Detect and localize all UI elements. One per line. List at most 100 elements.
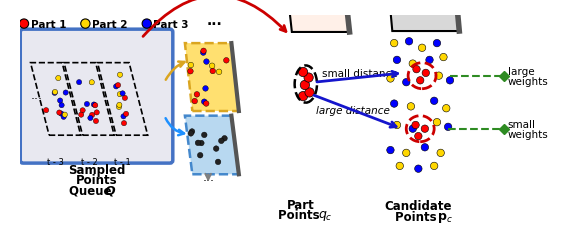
Circle shape xyxy=(81,20,90,29)
Circle shape xyxy=(59,103,64,108)
Text: small: small xyxy=(508,119,536,130)
Circle shape xyxy=(298,92,307,101)
Circle shape xyxy=(390,40,398,48)
Circle shape xyxy=(435,73,443,80)
Text: ···: ··· xyxy=(31,93,43,106)
Circle shape xyxy=(390,100,398,108)
Circle shape xyxy=(209,64,215,69)
Text: Points: Points xyxy=(278,208,324,221)
Circle shape xyxy=(387,147,394,154)
Circle shape xyxy=(201,100,207,105)
Circle shape xyxy=(124,112,129,117)
Text: $\mathbf{p}_c$: $\mathbf{p}_c$ xyxy=(437,210,453,224)
Circle shape xyxy=(93,119,99,124)
Circle shape xyxy=(433,40,441,48)
Circle shape xyxy=(222,136,227,141)
Circle shape xyxy=(219,138,224,144)
Circle shape xyxy=(430,162,438,170)
Circle shape xyxy=(188,131,194,137)
Circle shape xyxy=(415,133,422,140)
Circle shape xyxy=(437,149,444,157)
Circle shape xyxy=(142,20,151,29)
Polygon shape xyxy=(185,44,239,112)
Circle shape xyxy=(197,153,203,158)
Circle shape xyxy=(422,70,430,77)
Text: $q_c$: $q_c$ xyxy=(318,208,332,222)
Circle shape xyxy=(115,83,121,88)
Circle shape xyxy=(421,125,429,133)
Text: large: large xyxy=(508,67,534,77)
Circle shape xyxy=(121,121,126,126)
Circle shape xyxy=(89,80,95,85)
Circle shape xyxy=(57,98,63,104)
Circle shape xyxy=(210,69,216,74)
Polygon shape xyxy=(185,116,239,174)
Circle shape xyxy=(91,103,96,108)
Circle shape xyxy=(88,116,93,121)
Circle shape xyxy=(418,45,426,52)
Circle shape xyxy=(57,110,62,116)
Circle shape xyxy=(192,99,198,104)
Circle shape xyxy=(387,75,394,83)
Circle shape xyxy=(80,108,85,113)
Circle shape xyxy=(421,144,429,151)
Text: weights: weights xyxy=(508,77,549,87)
Circle shape xyxy=(94,110,99,116)
Circle shape xyxy=(430,98,438,105)
Circle shape xyxy=(93,103,98,108)
Text: t - 3: t - 3 xyxy=(47,157,64,166)
Circle shape xyxy=(405,38,413,46)
Text: Points: Points xyxy=(396,210,441,223)
Circle shape xyxy=(89,113,95,118)
Text: t - 1: t - 1 xyxy=(114,157,131,166)
Circle shape xyxy=(204,60,209,65)
Circle shape xyxy=(117,103,122,108)
Text: t - 2: t - 2 xyxy=(81,157,97,166)
Circle shape xyxy=(195,140,201,146)
Circle shape xyxy=(117,105,122,110)
Circle shape xyxy=(120,91,125,97)
Text: small distance: small distance xyxy=(322,69,397,79)
Circle shape xyxy=(114,84,119,90)
Polygon shape xyxy=(378,0,459,32)
Circle shape xyxy=(117,92,122,97)
Circle shape xyxy=(117,73,122,78)
Circle shape xyxy=(440,54,447,61)
Circle shape xyxy=(19,20,28,29)
Circle shape xyxy=(122,96,128,101)
FancyBboxPatch shape xyxy=(20,30,173,163)
Circle shape xyxy=(415,165,422,173)
Circle shape xyxy=(63,91,68,96)
Circle shape xyxy=(59,112,64,117)
Circle shape xyxy=(433,119,441,126)
Text: Part 1: Part 1 xyxy=(31,19,66,30)
Text: Part 2: Part 2 xyxy=(92,19,128,30)
Circle shape xyxy=(300,81,310,90)
Circle shape xyxy=(52,90,57,95)
Circle shape xyxy=(188,69,193,75)
Circle shape xyxy=(393,57,401,64)
Polygon shape xyxy=(275,0,350,33)
Circle shape xyxy=(56,76,61,81)
Circle shape xyxy=(393,122,401,129)
Circle shape xyxy=(189,129,195,135)
Circle shape xyxy=(412,122,419,129)
Circle shape xyxy=(213,146,219,152)
Circle shape xyxy=(61,115,66,120)
Circle shape xyxy=(407,103,415,111)
Circle shape xyxy=(201,51,206,56)
Circle shape xyxy=(223,58,229,64)
Circle shape xyxy=(202,86,208,92)
Circle shape xyxy=(52,91,57,96)
Text: ···: ··· xyxy=(202,174,214,188)
Text: Sampled: Sampled xyxy=(68,163,125,176)
Circle shape xyxy=(62,112,67,118)
Circle shape xyxy=(403,79,410,87)
Circle shape xyxy=(84,102,89,107)
Circle shape xyxy=(426,57,433,64)
Text: Q: Q xyxy=(104,184,115,197)
Circle shape xyxy=(204,101,209,107)
Circle shape xyxy=(215,159,221,165)
Circle shape xyxy=(77,80,82,85)
Circle shape xyxy=(121,114,126,119)
